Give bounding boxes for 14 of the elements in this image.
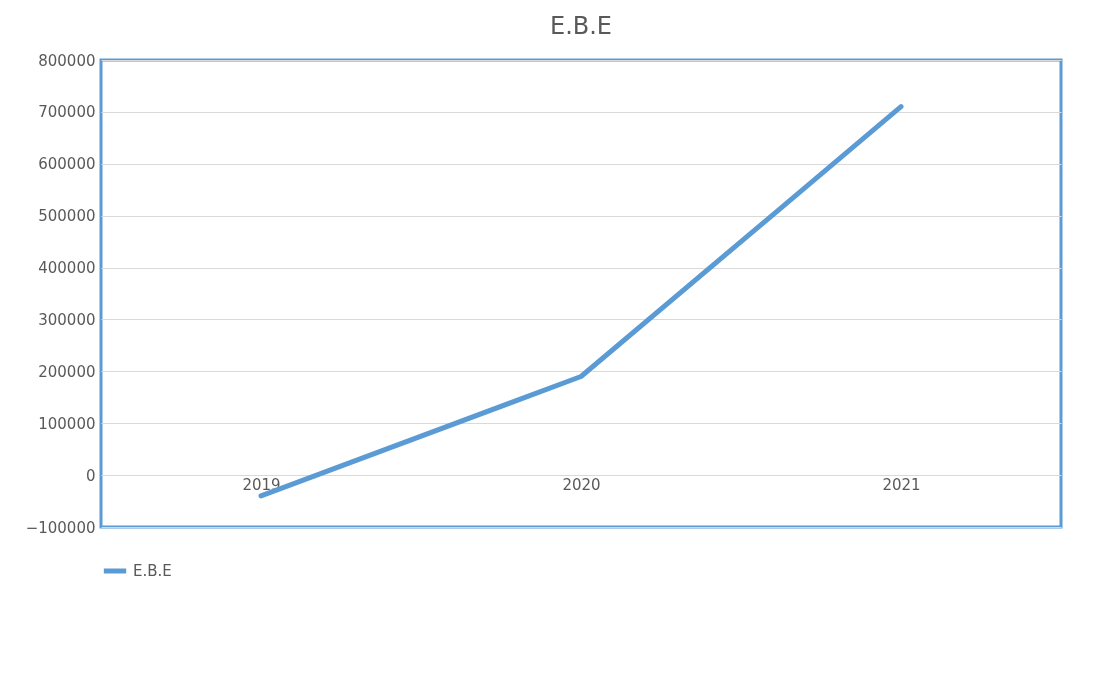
y-tick-label: 600000 bbox=[38, 155, 96, 174]
y-tick-label: 200000 bbox=[38, 362, 96, 381]
y-tick-label: 100000 bbox=[38, 414, 96, 433]
x-tick-label: 2021 bbox=[882, 475, 921, 494]
y-tick-label: 700000 bbox=[38, 103, 96, 122]
legend-label: E.B.E bbox=[133, 562, 172, 580]
y-tick-label: 0 bbox=[85, 466, 96, 485]
y-tick-label: −100000 bbox=[25, 518, 96, 537]
chart-title: E.B.E bbox=[549, 12, 613, 40]
y-tick-label: 300000 bbox=[38, 310, 96, 329]
y-tick-label: 400000 bbox=[38, 259, 96, 278]
x-tick-label: 2020 bbox=[562, 475, 601, 494]
y-tick-label: 500000 bbox=[38, 207, 96, 226]
y-tick-label: 800000 bbox=[38, 51, 96, 70]
